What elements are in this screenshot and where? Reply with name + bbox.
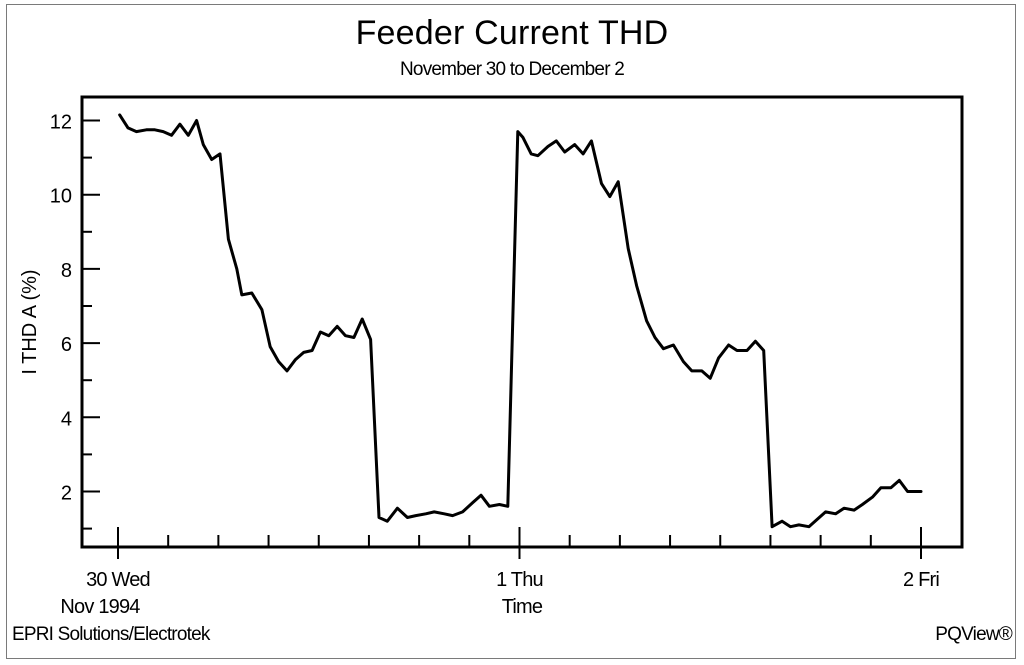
y-tick-label: 10 bbox=[50, 186, 72, 208]
y-axis-label: I THD A (%) bbox=[19, 269, 41, 374]
chart-title: Feeder Current THD bbox=[355, 14, 669, 52]
x-tick-label: 1 Thu bbox=[496, 569, 543, 591]
y-tick-label: 8 bbox=[61, 260, 72, 282]
x-tick-label: 2 Fri bbox=[903, 569, 939, 591]
chart-subtitle: November 30 to December 2 bbox=[400, 59, 625, 80]
y-tick-label: 4 bbox=[61, 408, 72, 430]
x-axis-label: Time bbox=[502, 596, 543, 618]
footer-brand: PQView® bbox=[935, 624, 1013, 645]
series-line bbox=[118, 113, 923, 529]
y-tick-label: 6 bbox=[61, 334, 72, 356]
outer-frame bbox=[6, 4, 1016, 659]
x-tick-sublabel: Nov 1994 bbox=[60, 596, 140, 618]
y-tick-label: 12 bbox=[50, 112, 72, 134]
plot-area-border bbox=[80, 95, 964, 549]
footer-source: EPRI Solutions/Electrotek bbox=[12, 624, 210, 645]
x-axis-ticks: 30 Wed Nov 1994 1 Thu 2 Fri bbox=[60, 527, 940, 618]
y-axis-ticks: 2 4 6 8 10 12 bbox=[50, 112, 100, 530]
x-tick-label: 30 Wed bbox=[86, 569, 150, 591]
y-tick-label: 2 bbox=[61, 483, 72, 505]
